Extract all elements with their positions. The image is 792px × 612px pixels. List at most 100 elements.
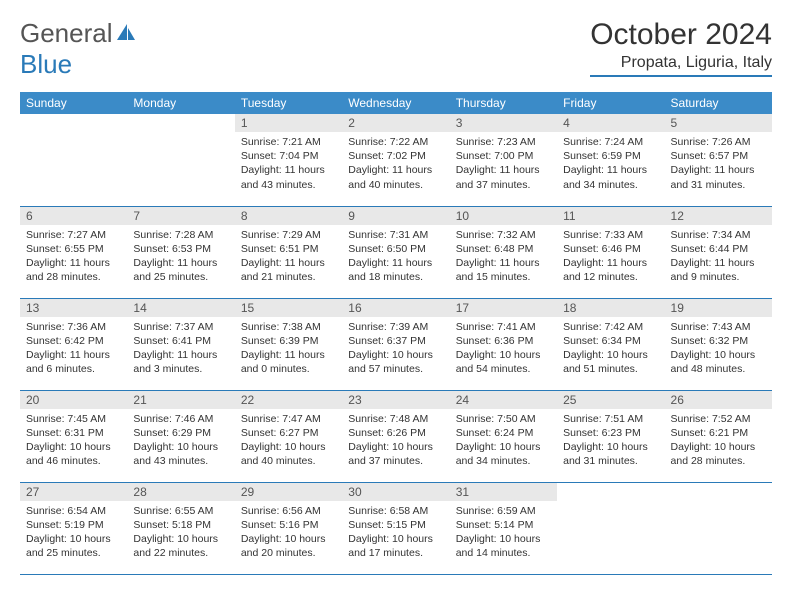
calendar-day-cell: 5Sunrise: 7:26 AMSunset: 6:57 PMDaylight… <box>665 114 772 206</box>
day-content: Sunrise: 7:45 AMSunset: 6:31 PMDaylight:… <box>20 409 127 473</box>
calendar-day-cell: 27Sunrise: 6:54 AMSunset: 5:19 PMDayligh… <box>20 482 127 574</box>
day-number: 8 <box>235 207 342 225</box>
day-content: Sunrise: 7:21 AMSunset: 7:04 PMDaylight:… <box>235 132 342 196</box>
day-number: 11 <box>557 207 664 225</box>
day-content: Sunrise: 7:38 AMSunset: 6:39 PMDaylight:… <box>235 317 342 381</box>
calendar-day-cell: 2Sunrise: 7:22 AMSunset: 7:02 PMDaylight… <box>342 114 449 206</box>
day-number: 21 <box>127 391 234 409</box>
day-number: 3 <box>450 114 557 132</box>
day-content: Sunrise: 7:32 AMSunset: 6:48 PMDaylight:… <box>450 225 557 289</box>
day-number: 16 <box>342 299 449 317</box>
day-content: Sunrise: 7:52 AMSunset: 6:21 PMDaylight:… <box>665 409 772 473</box>
calendar-empty-cell <box>557 482 664 574</box>
calendar-day-cell: 28Sunrise: 6:55 AMSunset: 5:18 PMDayligh… <box>127 482 234 574</box>
calendar-day-cell: 25Sunrise: 7:51 AMSunset: 6:23 PMDayligh… <box>557 390 664 482</box>
calendar-day-cell: 30Sunrise: 6:58 AMSunset: 5:15 PMDayligh… <box>342 482 449 574</box>
calendar-week-row: 27Sunrise: 6:54 AMSunset: 5:19 PMDayligh… <box>20 482 772 574</box>
day-number: 5 <box>665 114 772 132</box>
calendar-day-cell: 21Sunrise: 7:46 AMSunset: 6:29 PMDayligh… <box>127 390 234 482</box>
day-number: 20 <box>20 391 127 409</box>
day-number: 18 <box>557 299 664 317</box>
month-title: October 2024 <box>590 18 772 52</box>
calendar-empty-cell <box>20 114 127 206</box>
day-number: 19 <box>665 299 772 317</box>
day-header: Thursday <box>450 92 557 114</box>
calendar-day-cell: 7Sunrise: 7:28 AMSunset: 6:53 PMDaylight… <box>127 206 234 298</box>
day-content: Sunrise: 7:23 AMSunset: 7:00 PMDaylight:… <box>450 132 557 196</box>
brand-part2: Blue <box>20 49 72 79</box>
day-number: 27 <box>20 483 127 501</box>
day-content: Sunrise: 7:26 AMSunset: 6:57 PMDaylight:… <box>665 132 772 196</box>
day-header: Monday <box>127 92 234 114</box>
day-number: 1 <box>235 114 342 132</box>
calendar-day-cell: 23Sunrise: 7:48 AMSunset: 6:26 PMDayligh… <box>342 390 449 482</box>
calendar-day-cell: 14Sunrise: 7:37 AMSunset: 6:41 PMDayligh… <box>127 298 234 390</box>
calendar-day-cell: 31Sunrise: 6:59 AMSunset: 5:14 PMDayligh… <box>450 482 557 574</box>
day-number: 7 <box>127 207 234 225</box>
calendar-empty-cell <box>665 482 772 574</box>
day-content: Sunrise: 7:43 AMSunset: 6:32 PMDaylight:… <box>665 317 772 381</box>
calendar-day-cell: 26Sunrise: 7:52 AMSunset: 6:21 PMDayligh… <box>665 390 772 482</box>
day-header: Saturday <box>665 92 772 114</box>
day-content: Sunrise: 6:56 AMSunset: 5:16 PMDaylight:… <box>235 501 342 565</box>
calendar-day-cell: 19Sunrise: 7:43 AMSunset: 6:32 PMDayligh… <box>665 298 772 390</box>
day-content: Sunrise: 6:58 AMSunset: 5:15 PMDaylight:… <box>342 501 449 565</box>
day-number: 24 <box>450 391 557 409</box>
brand-text: GeneralBlue <box>20 18 137 80</box>
sail-icon <box>115 18 137 49</box>
calendar-day-cell: 20Sunrise: 7:45 AMSunset: 6:31 PMDayligh… <box>20 390 127 482</box>
calendar-week-row: 13Sunrise: 7:36 AMSunset: 6:42 PMDayligh… <box>20 298 772 390</box>
calendar-week-row: 20Sunrise: 7:45 AMSunset: 6:31 PMDayligh… <box>20 390 772 482</box>
day-content: Sunrise: 6:55 AMSunset: 5:18 PMDaylight:… <box>127 501 234 565</box>
day-number: 30 <box>342 483 449 501</box>
day-content: Sunrise: 7:27 AMSunset: 6:55 PMDaylight:… <box>20 225 127 289</box>
day-number: 29 <box>235 483 342 501</box>
calendar-week-row: 1Sunrise: 7:21 AMSunset: 7:04 PMDaylight… <box>20 114 772 206</box>
day-header: Sunday <box>20 92 127 114</box>
day-content: Sunrise: 7:46 AMSunset: 6:29 PMDaylight:… <box>127 409 234 473</box>
day-header: Friday <box>557 92 664 114</box>
calendar-day-cell: 4Sunrise: 7:24 AMSunset: 6:59 PMDaylight… <box>557 114 664 206</box>
day-number: 22 <box>235 391 342 409</box>
day-content: Sunrise: 7:47 AMSunset: 6:27 PMDaylight:… <box>235 409 342 473</box>
day-content: Sunrise: 7:22 AMSunset: 7:02 PMDaylight:… <box>342 132 449 196</box>
day-content: Sunrise: 6:54 AMSunset: 5:19 PMDaylight:… <box>20 501 127 565</box>
day-content: Sunrise: 6:59 AMSunset: 5:14 PMDaylight:… <box>450 501 557 565</box>
calendar-week-row: 6Sunrise: 7:27 AMSunset: 6:55 PMDaylight… <box>20 206 772 298</box>
calendar-day-cell: 24Sunrise: 7:50 AMSunset: 6:24 PMDayligh… <box>450 390 557 482</box>
day-number: 2 <box>342 114 449 132</box>
header: GeneralBlue October 2024 Propata, Liguri… <box>20 18 772 80</box>
day-content: Sunrise: 7:41 AMSunset: 6:36 PMDaylight:… <box>450 317 557 381</box>
day-content: Sunrise: 7:31 AMSunset: 6:50 PMDaylight:… <box>342 225 449 289</box>
calendar-day-cell: 9Sunrise: 7:31 AMSunset: 6:50 PMDaylight… <box>342 206 449 298</box>
day-number: 13 <box>20 299 127 317</box>
day-content: Sunrise: 7:33 AMSunset: 6:46 PMDaylight:… <box>557 225 664 289</box>
calendar-day-cell: 17Sunrise: 7:41 AMSunset: 6:36 PMDayligh… <box>450 298 557 390</box>
day-header: Wednesday <box>342 92 449 114</box>
day-content: Sunrise: 7:37 AMSunset: 6:41 PMDaylight:… <box>127 317 234 381</box>
day-number: 15 <box>235 299 342 317</box>
title-block: October 2024 Propata, Liguria, Italy <box>590 18 772 77</box>
day-number: 14 <box>127 299 234 317</box>
day-header-row: SundayMondayTuesdayWednesdayThursdayFrid… <box>20 92 772 114</box>
calendar-day-cell: 18Sunrise: 7:42 AMSunset: 6:34 PMDayligh… <box>557 298 664 390</box>
calendar-day-cell: 11Sunrise: 7:33 AMSunset: 6:46 PMDayligh… <box>557 206 664 298</box>
day-content: Sunrise: 7:50 AMSunset: 6:24 PMDaylight:… <box>450 409 557 473</box>
calendar-day-cell: 15Sunrise: 7:38 AMSunset: 6:39 PMDayligh… <box>235 298 342 390</box>
calendar-day-cell: 10Sunrise: 7:32 AMSunset: 6:48 PMDayligh… <box>450 206 557 298</box>
day-number: 6 <box>20 207 127 225</box>
day-number: 17 <box>450 299 557 317</box>
brand-logo: GeneralBlue <box>20 18 137 80</box>
calendar-day-cell: 8Sunrise: 7:29 AMSunset: 6:51 PMDaylight… <box>235 206 342 298</box>
day-number: 28 <box>127 483 234 501</box>
day-content: Sunrise: 7:24 AMSunset: 6:59 PMDaylight:… <box>557 132 664 196</box>
calendar-day-cell: 22Sunrise: 7:47 AMSunset: 6:27 PMDayligh… <box>235 390 342 482</box>
brand-part1: General <box>20 18 113 48</box>
day-number: 12 <box>665 207 772 225</box>
day-content: Sunrise: 7:48 AMSunset: 6:26 PMDaylight:… <box>342 409 449 473</box>
day-content: Sunrise: 7:36 AMSunset: 6:42 PMDaylight:… <box>20 317 127 381</box>
day-content: Sunrise: 7:51 AMSunset: 6:23 PMDaylight:… <box>557 409 664 473</box>
day-header: Tuesday <box>235 92 342 114</box>
calendar-table: SundayMondayTuesdayWednesdayThursdayFrid… <box>20 92 772 575</box>
day-number: 10 <box>450 207 557 225</box>
